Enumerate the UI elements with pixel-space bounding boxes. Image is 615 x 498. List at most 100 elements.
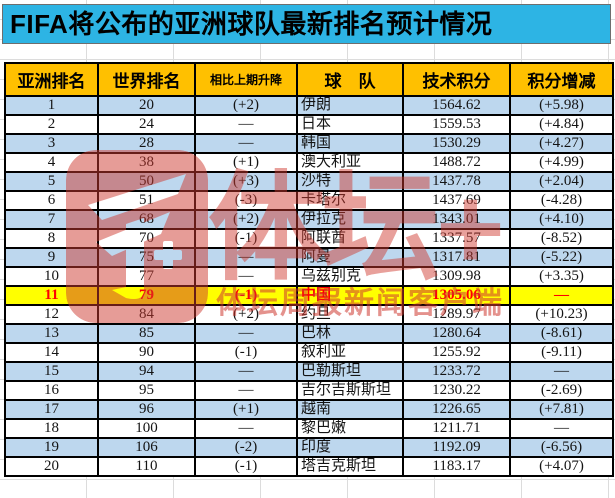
table-cell: 日本 (296, 114, 404, 135)
table-cell: 印度 (296, 437, 404, 458)
table-cell: 1211.71 (402, 418, 511, 439)
table-cell: 38 (97, 152, 196, 173)
table-cell: 10 (4, 266, 99, 287)
table-cell: 中国 (296, 285, 404, 306)
table-cell: 沙特 (296, 171, 404, 192)
table-cell: — (509, 285, 614, 306)
table-cell: 塔吉克斯坦 (296, 456, 404, 477)
table-cell: 9 (4, 247, 99, 268)
table-cell: 1337.57 (402, 228, 511, 249)
table-cell: (+2) (194, 95, 298, 116)
table-cell: — (194, 418, 298, 439)
table-cell: 68 (97, 209, 196, 230)
table-cell: 106 (97, 437, 196, 458)
table-row: 15 94— 巴勒斯坦 1233.72— (4, 361, 614, 382)
table-cell: 51 (97, 190, 196, 211)
table-cell: (-9.11) (509, 342, 614, 363)
column-header: 球 队 (296, 62, 404, 97)
table-cell: 84 (97, 304, 196, 325)
table-row: 14 90 (-1) 叙利亚 1255.92 (-9.11) (4, 342, 614, 363)
table-row: 13 85— 巴林 1280.64 (-8.61) (4, 323, 614, 344)
table-cell: 伊拉克 (296, 209, 404, 230)
table-cell: 1564.62 (402, 95, 511, 116)
table-cell: 阿曼 (296, 247, 404, 268)
table-cell: 17 (4, 399, 99, 420)
table-cell: 28 (97, 133, 196, 154)
column-header: 技术积分 (402, 62, 511, 97)
table-cell: 乌兹别克 (296, 266, 404, 287)
table-row: 2 24— 日本 1559.53 (+4.84) (4, 114, 614, 135)
table-cell: (-8.61) (509, 323, 614, 344)
table-cell: 70 (97, 228, 196, 249)
table-cell: (+3.35) (509, 266, 614, 287)
table-cell: 75 (97, 247, 196, 268)
table-cell: (-8.52) (509, 228, 614, 249)
table-cell: 1233.72 (402, 361, 511, 382)
table-cell: 12 (4, 304, 99, 325)
table-cell: 1437.69 (402, 190, 511, 211)
table-cell: 20 (4, 456, 99, 477)
table-row: 4 38 (+1) 澳大利亚 1488.72 (+4.99) (4, 152, 614, 173)
table-row: 6 51 (-3) 卡塔尔 1437.69 (-4.28) (4, 190, 614, 211)
table-cell: — (194, 380, 298, 401)
table-cell: (-1) (194, 342, 298, 363)
table-cell: (-1) (194, 456, 298, 477)
table-cell: — (194, 266, 298, 287)
table-cell: — (194, 247, 298, 268)
table-cell: (-1) (194, 228, 298, 249)
table-cell: (+3) (194, 171, 298, 192)
table-cell: 叙利亚 (296, 342, 404, 363)
table-row: 8 70 (-1) 阿联酋 1337.57 (-8.52) (4, 228, 614, 249)
table-cell: 澳大利亚 (296, 152, 404, 173)
table-cell: 15 (4, 361, 99, 382)
table-cell: 19 (4, 437, 99, 458)
table-cell: (+5.98) (509, 95, 614, 116)
table-cell: 1230.22 (402, 380, 511, 401)
table-cell: (+4.10) (509, 209, 614, 230)
table-cell: 4 (4, 152, 99, 173)
table-cell: 1530.29 (402, 133, 511, 154)
table-cell: — (509, 361, 614, 382)
table-cell: 巴勒斯坦 (296, 361, 404, 382)
table-cell: 96 (97, 399, 196, 420)
table-cell: 110 (97, 456, 196, 477)
table-cell: 1280.64 (402, 323, 511, 344)
table-cell: 伊朗 (296, 95, 404, 116)
table-cell: 100 (97, 418, 196, 439)
column-header: 相比上期升降 (194, 62, 298, 97)
header-row: 亚洲排名 世界排名 相比上期升降球 队技术积分 积分增减 (4, 62, 614, 97)
table-cell: (-5.22) (509, 247, 614, 268)
table-cell: 6 (4, 190, 99, 211)
table-cell: (+1) (194, 152, 298, 173)
ranking-table-body: 1 20 (+2) 伊朗 1564.62 (+5.98) 2 24— 日本 1559.53 (+4.… (4, 95, 614, 477)
table-cell: (+2) (194, 304, 298, 325)
table-cell: 7 (4, 209, 99, 230)
table-row: 12 84 (+2) 约旦 1289.97 (+10.23) (4, 304, 614, 325)
column-header: 积分增减 (509, 62, 614, 97)
table-row: 10 77— 乌兹别克 1309.98 (+3.35) (4, 266, 614, 287)
table-cell: 1488.72 (402, 152, 511, 173)
table-cell: 5 (4, 171, 99, 192)
table-cell: 黎巴嫩 (296, 418, 404, 439)
table-cell: 越南 (296, 399, 404, 420)
table-row: 20 110 (-1) 塔吉克斯坦 1183.17 (+4.07) (4, 456, 614, 477)
table-cell: (+7.81) (509, 399, 614, 420)
table-cell: — (509, 418, 614, 439)
table-cell: (-1) (194, 285, 298, 306)
table-cell: 3 (4, 133, 99, 154)
table-cell: 16 (4, 380, 99, 401)
table-row: 5 50 (+3) 沙特 1437.78 (+2.04) (4, 171, 614, 192)
table-cell: 50 (97, 171, 196, 192)
table-row: 18 100— 黎巴嫩 1211.71— (4, 418, 614, 439)
table-cell: (+4.07) (509, 456, 614, 477)
table-cell: (+2.04) (509, 171, 614, 192)
ranking-table: 亚洲排名 世界排名 相比上期升降球 队技术积分 积分增减 1 20 (+2) 伊朗 1564.… (4, 62, 614, 477)
table-cell: (+4.27) (509, 133, 614, 154)
table-cell: (-4.28) (509, 190, 614, 211)
table-cell: 1317.81 (402, 247, 511, 268)
table-cell: 1305.06 (402, 285, 511, 306)
table-cell: 13 (4, 323, 99, 344)
table-cell: 11 (4, 285, 99, 306)
table-row: 17 96 (+1) 越南 1226.65 (+7.81) (4, 399, 614, 420)
